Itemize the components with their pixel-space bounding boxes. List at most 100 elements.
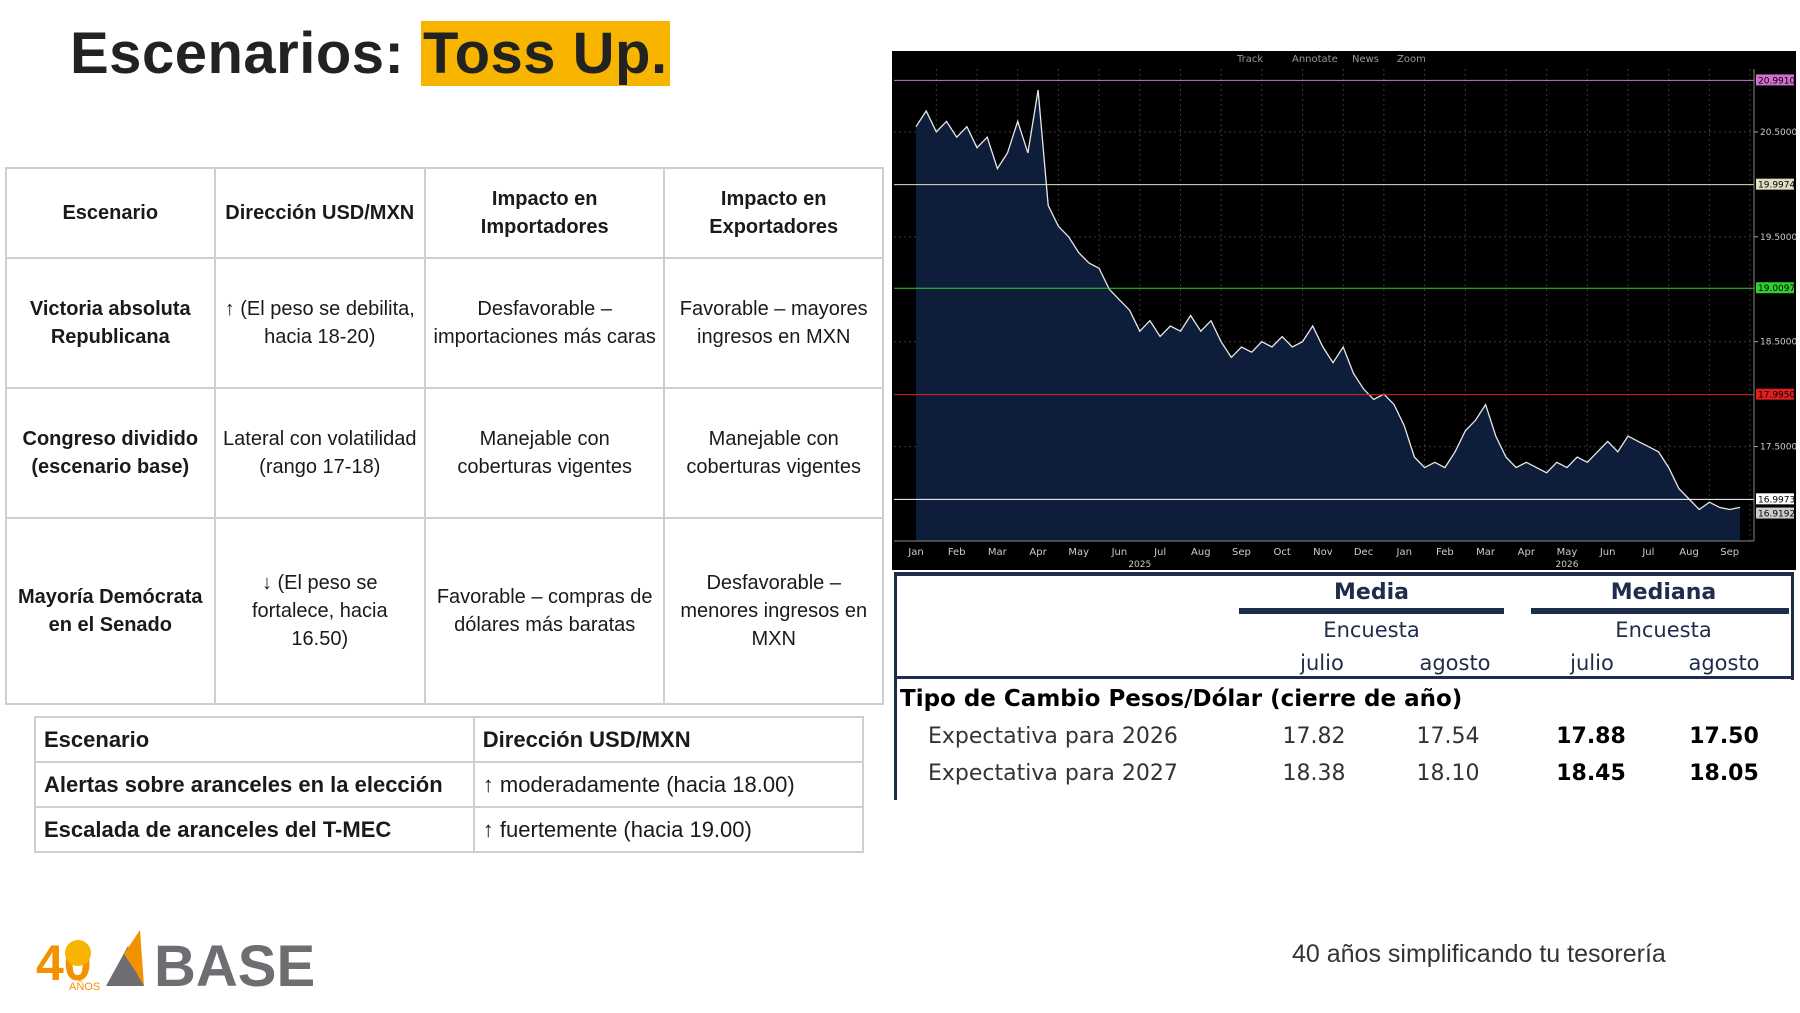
x-tick-label: Oct (1274, 547, 1291, 558)
x-tick-label: Apr (1518, 547, 1536, 558)
reference-label: 16.9192 (1758, 510, 1795, 520)
alert-direction: ↑ moderadamente (hacia 18.00) (472, 761, 865, 808)
x-tick-label: Jul (1641, 547, 1654, 558)
reference-label: 17.9950 (1758, 391, 1795, 401)
scenario-direction: ↓ (El peso se fortalece, hacia 16.50) (213, 517, 426, 705)
reference-label-box (1756, 388, 1794, 400)
group-mediana: Mediana (1610, 580, 1717, 605)
reference-label-box (1756, 493, 1794, 505)
x-tick-label: Sep (1232, 547, 1251, 558)
value-cell: 17.50 (1689, 724, 1759, 749)
reference-label: 19.0097 (1758, 284, 1795, 294)
alert-direction: ↑ fuertemente (hacia 19.00) (472, 806, 865, 853)
x-tick-label: Dec (1354, 547, 1373, 558)
scenario-name: Victoria absoluta Republicana (5, 257, 216, 389)
x-tick-label: Nov (1313, 547, 1333, 558)
scenario-name: Mayoría Demócrata en el Senado (5, 517, 216, 705)
reference-label: 19.9974 (1758, 181, 1795, 191)
value-cell: 17.54 (1416, 724, 1480, 749)
table-row: Congreso dividido (escenario base) Later… (5, 387, 884, 519)
value-cell: 18.10 (1416, 761, 1480, 786)
table-row: Escalada de aranceles del T-MEC ↑ fuerte… (34, 806, 865, 853)
logo-name: BASE (154, 934, 315, 994)
arrow-up-icon (124, 930, 144, 986)
alert-name: Escalada de aranceles del T-MEC (34, 806, 475, 853)
series-area (916, 90, 1740, 541)
survey-border (894, 572, 897, 800)
header-escenario: Escenario (5, 167, 216, 259)
x-tick-label: Jun (1111, 547, 1128, 558)
value-cell: 18.45 (1556, 761, 1626, 786)
mountain-icon (106, 946, 144, 986)
alerts-table: Escenario Dirección USD/MXN Alertas sobr… (34, 716, 865, 853)
x-tick-label: Jan (907, 547, 923, 558)
survey-border (894, 572, 1794, 576)
x-tick-label: Jul (1153, 547, 1166, 558)
survey-divider (894, 676, 1794, 679)
reference-label-box (1756, 74, 1794, 86)
alerts-header-direccion: Dirección USD/MXN (472, 716, 865, 763)
x-tick-label: Feb (948, 547, 966, 558)
scenario-exporters: Favorable – mayores ingresos en MXN (663, 257, 884, 389)
logo-sub: AÑOS (69, 980, 100, 993)
alerts-header-row: Escenario Dirección USD/MXN (34, 716, 865, 763)
section-title: Tipo de Cambio Pesos/Dólar (cierre de añ… (900, 686, 1463, 712)
scenario-exporters: Manejable con coberturas vigentes (663, 387, 884, 519)
year-label: 2026 (1556, 560, 1579, 570)
x-tick-label: Mar (1476, 547, 1496, 558)
x-tick-label: Aug (1679, 547, 1699, 558)
value-cell: 18.38 (1282, 761, 1346, 786)
reference-label-box (1756, 178, 1794, 190)
scenario-importers: Favorable – compras de dólares más barat… (423, 517, 666, 705)
sub-encuesta: Encuesta (1615, 618, 1712, 642)
reference-label-box (1756, 507, 1794, 519)
y-tick-label: 18.5000 (1760, 338, 1796, 348)
scenario-exporters: Desfavorable – menores ingresos en MXN (663, 517, 884, 705)
header-importadores: Impacto en Importadores (423, 167, 666, 259)
month-label: julio (1570, 651, 1614, 675)
scenario-name: Congreso dividido (escenario base) (5, 387, 216, 519)
survey-border (1791, 572, 1794, 680)
group-underline (1531, 608, 1789, 614)
scenario-direction: Lateral con volatilidad (rango 17-18) (213, 387, 426, 519)
coin-icon (65, 940, 91, 966)
y-tick-label: 17.5000 (1760, 443, 1796, 453)
x-tick-label: Sep (1720, 547, 1739, 558)
row-label: Expectativa para 2026 (928, 724, 1178, 749)
reference-label: 16.9973 (1758, 495, 1795, 505)
usdmxn-chart: Track Annotate News Zoom 20.9910 19.9974 19.00… (892, 51, 1796, 570)
x-tick-label: Aug (1191, 547, 1211, 558)
month-label: julio (1300, 651, 1344, 675)
scenario-table: Escenario Dirección USD/MXN Impacto en I… (5, 167, 884, 705)
footer-tagline: 40 años simplificando tu tesorería (1292, 940, 1666, 968)
header-exportadores: Impacto en Exportadores (663, 167, 884, 259)
x-tick-label: May (1557, 547, 1578, 558)
group-media: Media (1334, 580, 1409, 605)
value-cell: 17.88 (1556, 724, 1626, 749)
toolbar-item-annotate: Annotate (1292, 54, 1338, 65)
chart-canvas: Track Annotate News Zoom 20.9910 19.9974 19.00… (894, 54, 1796, 570)
month-label: agosto (1419, 651, 1491, 675)
table-row: Mayoría Demócrata en el Senado ↓ (El pes… (5, 517, 884, 705)
scenario-importers: Desfavorable – importaciones más caras (423, 257, 666, 389)
table-row: Alertas sobre aranceles en la elección ↑… (34, 761, 865, 808)
y-tick-label: 19.5000 (1760, 233, 1796, 243)
base-logo: 40 AÑOS BASE (36, 930, 315, 994)
y-tick-label: 20.5000 (1760, 128, 1796, 138)
reference-label: 20.9910 (1758, 76, 1795, 86)
series-line (915, 89, 1741, 511)
scenario-direction: ↑ (El peso se debilita, hacia 18-20) (213, 257, 426, 389)
value-cell: 18.05 (1689, 761, 1759, 786)
x-tick-label: Jun (1599, 547, 1616, 558)
survey-table: Media Mediana Encuesta Encuesta julio ag… (894, 572, 1794, 800)
sub-encuesta: Encuesta (1323, 618, 1420, 642)
year-label: 2025 (1128, 560, 1151, 570)
toolbar-item-news: News (1352, 54, 1379, 65)
alerts-header-escenario: Escenario (34, 716, 475, 763)
month-label: agosto (1688, 651, 1760, 675)
x-tick-label: Jan (1396, 547, 1412, 558)
x-tick-label: May (1068, 547, 1089, 558)
title-prefix: Escenarios: (70, 21, 405, 86)
row-label: Expectativa para 2027 (928, 761, 1178, 786)
page-title: Escenarios: Toss Up. (70, 18, 670, 90)
